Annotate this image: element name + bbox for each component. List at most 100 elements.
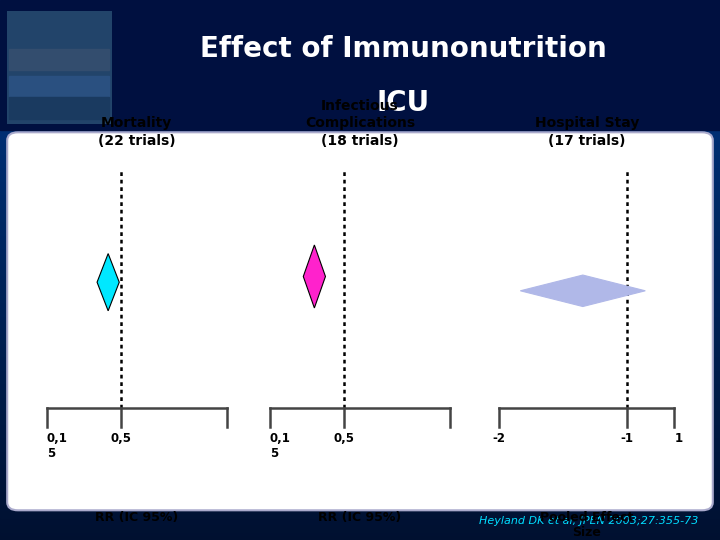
Bar: [0, 235, 720, 238]
Bar: [0, 346, 720, 348]
Bar: [0, 100, 720, 103]
Bar: [0, 251, 720, 254]
Bar: [0, 186, 720, 189]
Bar: [0, 470, 720, 472]
Bar: [0, 197, 720, 200]
Bar: [0, 270, 720, 273]
Bar: [0, 49, 720, 51]
Bar: [0, 370, 720, 373]
Bar: [0, 440, 720, 443]
Bar: [0, 108, 720, 111]
Bar: [0, 489, 720, 491]
Bar: [0, 394, 720, 397]
Bar: [0, 443, 720, 445]
Bar: [0, 313, 720, 316]
Bar: [0, 362, 720, 364]
Bar: [0, 464, 720, 467]
Bar: [0, 151, 720, 154]
Bar: [0, 462, 720, 464]
Bar: [0, 375, 720, 378]
Bar: [0, 405, 720, 408]
Bar: [0, 305, 720, 308]
Bar: [0, 310, 720, 313]
Bar: [0, 19, 720, 22]
Bar: [0, 113, 720, 116]
Bar: [0, 478, 720, 481]
Bar: [0, 170, 720, 173]
Bar: [0, 475, 720, 478]
Text: Hospital Stay
(17 trials): Hospital Stay (17 trials): [535, 117, 639, 147]
Bar: [0, 127, 720, 130]
Bar: [0, 297, 720, 300]
Text: -2: -2: [492, 433, 505, 446]
Bar: [0, 284, 720, 286]
Text: 1: 1: [675, 433, 683, 446]
Bar: [0, 57, 720, 59]
Bar: [0, 308, 720, 310]
Bar: [0, 262, 720, 265]
Bar: [0, 338, 720, 340]
Bar: [0, 316, 720, 319]
Bar: [0, 408, 720, 410]
Bar: [0, 435, 720, 437]
Bar: [0, 92, 720, 94]
Bar: [0, 208, 720, 211]
Bar: [0, 429, 720, 432]
Bar: [0, 524, 720, 526]
Bar: [0, 76, 720, 78]
Bar: [0, 27, 720, 30]
Bar: [0, 446, 720, 448]
Bar: [0, 508, 720, 510]
Bar: [0, 526, 720, 529]
Bar: [0, 518, 720, 521]
Text: Heyland DK et al, JPEN 2003;27:355-73: Heyland DK et al, JPEN 2003;27:355-73: [479, 516, 698, 526]
Bar: [0, 122, 720, 124]
Bar: [0, 143, 720, 146]
Bar: [0, 46, 720, 49]
Text: Effect of Immunonutrition: Effect of Immunonutrition: [200, 35, 606, 63]
Bar: [0, 192, 720, 194]
Bar: [0, 84, 720, 86]
Bar: [0, 259, 720, 262]
Bar: [0, 162, 720, 165]
Bar: [0, 340, 720, 343]
Bar: [0, 373, 720, 375]
Bar: [0, 418, 720, 421]
Bar: [0, 213, 720, 216]
Text: 0,1
5: 0,1 5: [47, 433, 68, 461]
Polygon shape: [303, 245, 325, 308]
Bar: [0, 467, 720, 470]
Bar: [0, 59, 720, 62]
Bar: [0, 243, 720, 246]
Bar: [0, 51, 720, 54]
Text: 0,5: 0,5: [333, 433, 354, 446]
Bar: [0, 421, 720, 424]
Bar: [0, 378, 720, 381]
Bar: [0, 178, 720, 181]
Bar: [0, 491, 720, 494]
Bar: [0, 230, 720, 232]
Bar: [0, 497, 720, 500]
Bar: [0, 389, 720, 392]
Bar: [0, 176, 720, 178]
Bar: [0, 22, 720, 24]
Bar: [0, 386, 720, 389]
Bar: [0, 94, 720, 97]
Bar: [0, 281, 720, 284]
Bar: [0, 248, 720, 251]
Bar: [0, 165, 720, 167]
Bar: [0, 364, 720, 367]
Bar: [0, 116, 720, 119]
Bar: [0, 459, 720, 462]
Bar: [0, 289, 720, 292]
Bar: [0, 521, 720, 524]
Bar: [0, 256, 720, 259]
Bar: [0, 173, 720, 176]
Bar: [0, 359, 720, 362]
Bar: [0, 510, 720, 513]
Bar: [0, 30, 720, 32]
Bar: [0, 205, 720, 208]
Bar: [0, 3, 720, 5]
Bar: [0, 11, 720, 14]
Bar: [0, 329, 720, 332]
